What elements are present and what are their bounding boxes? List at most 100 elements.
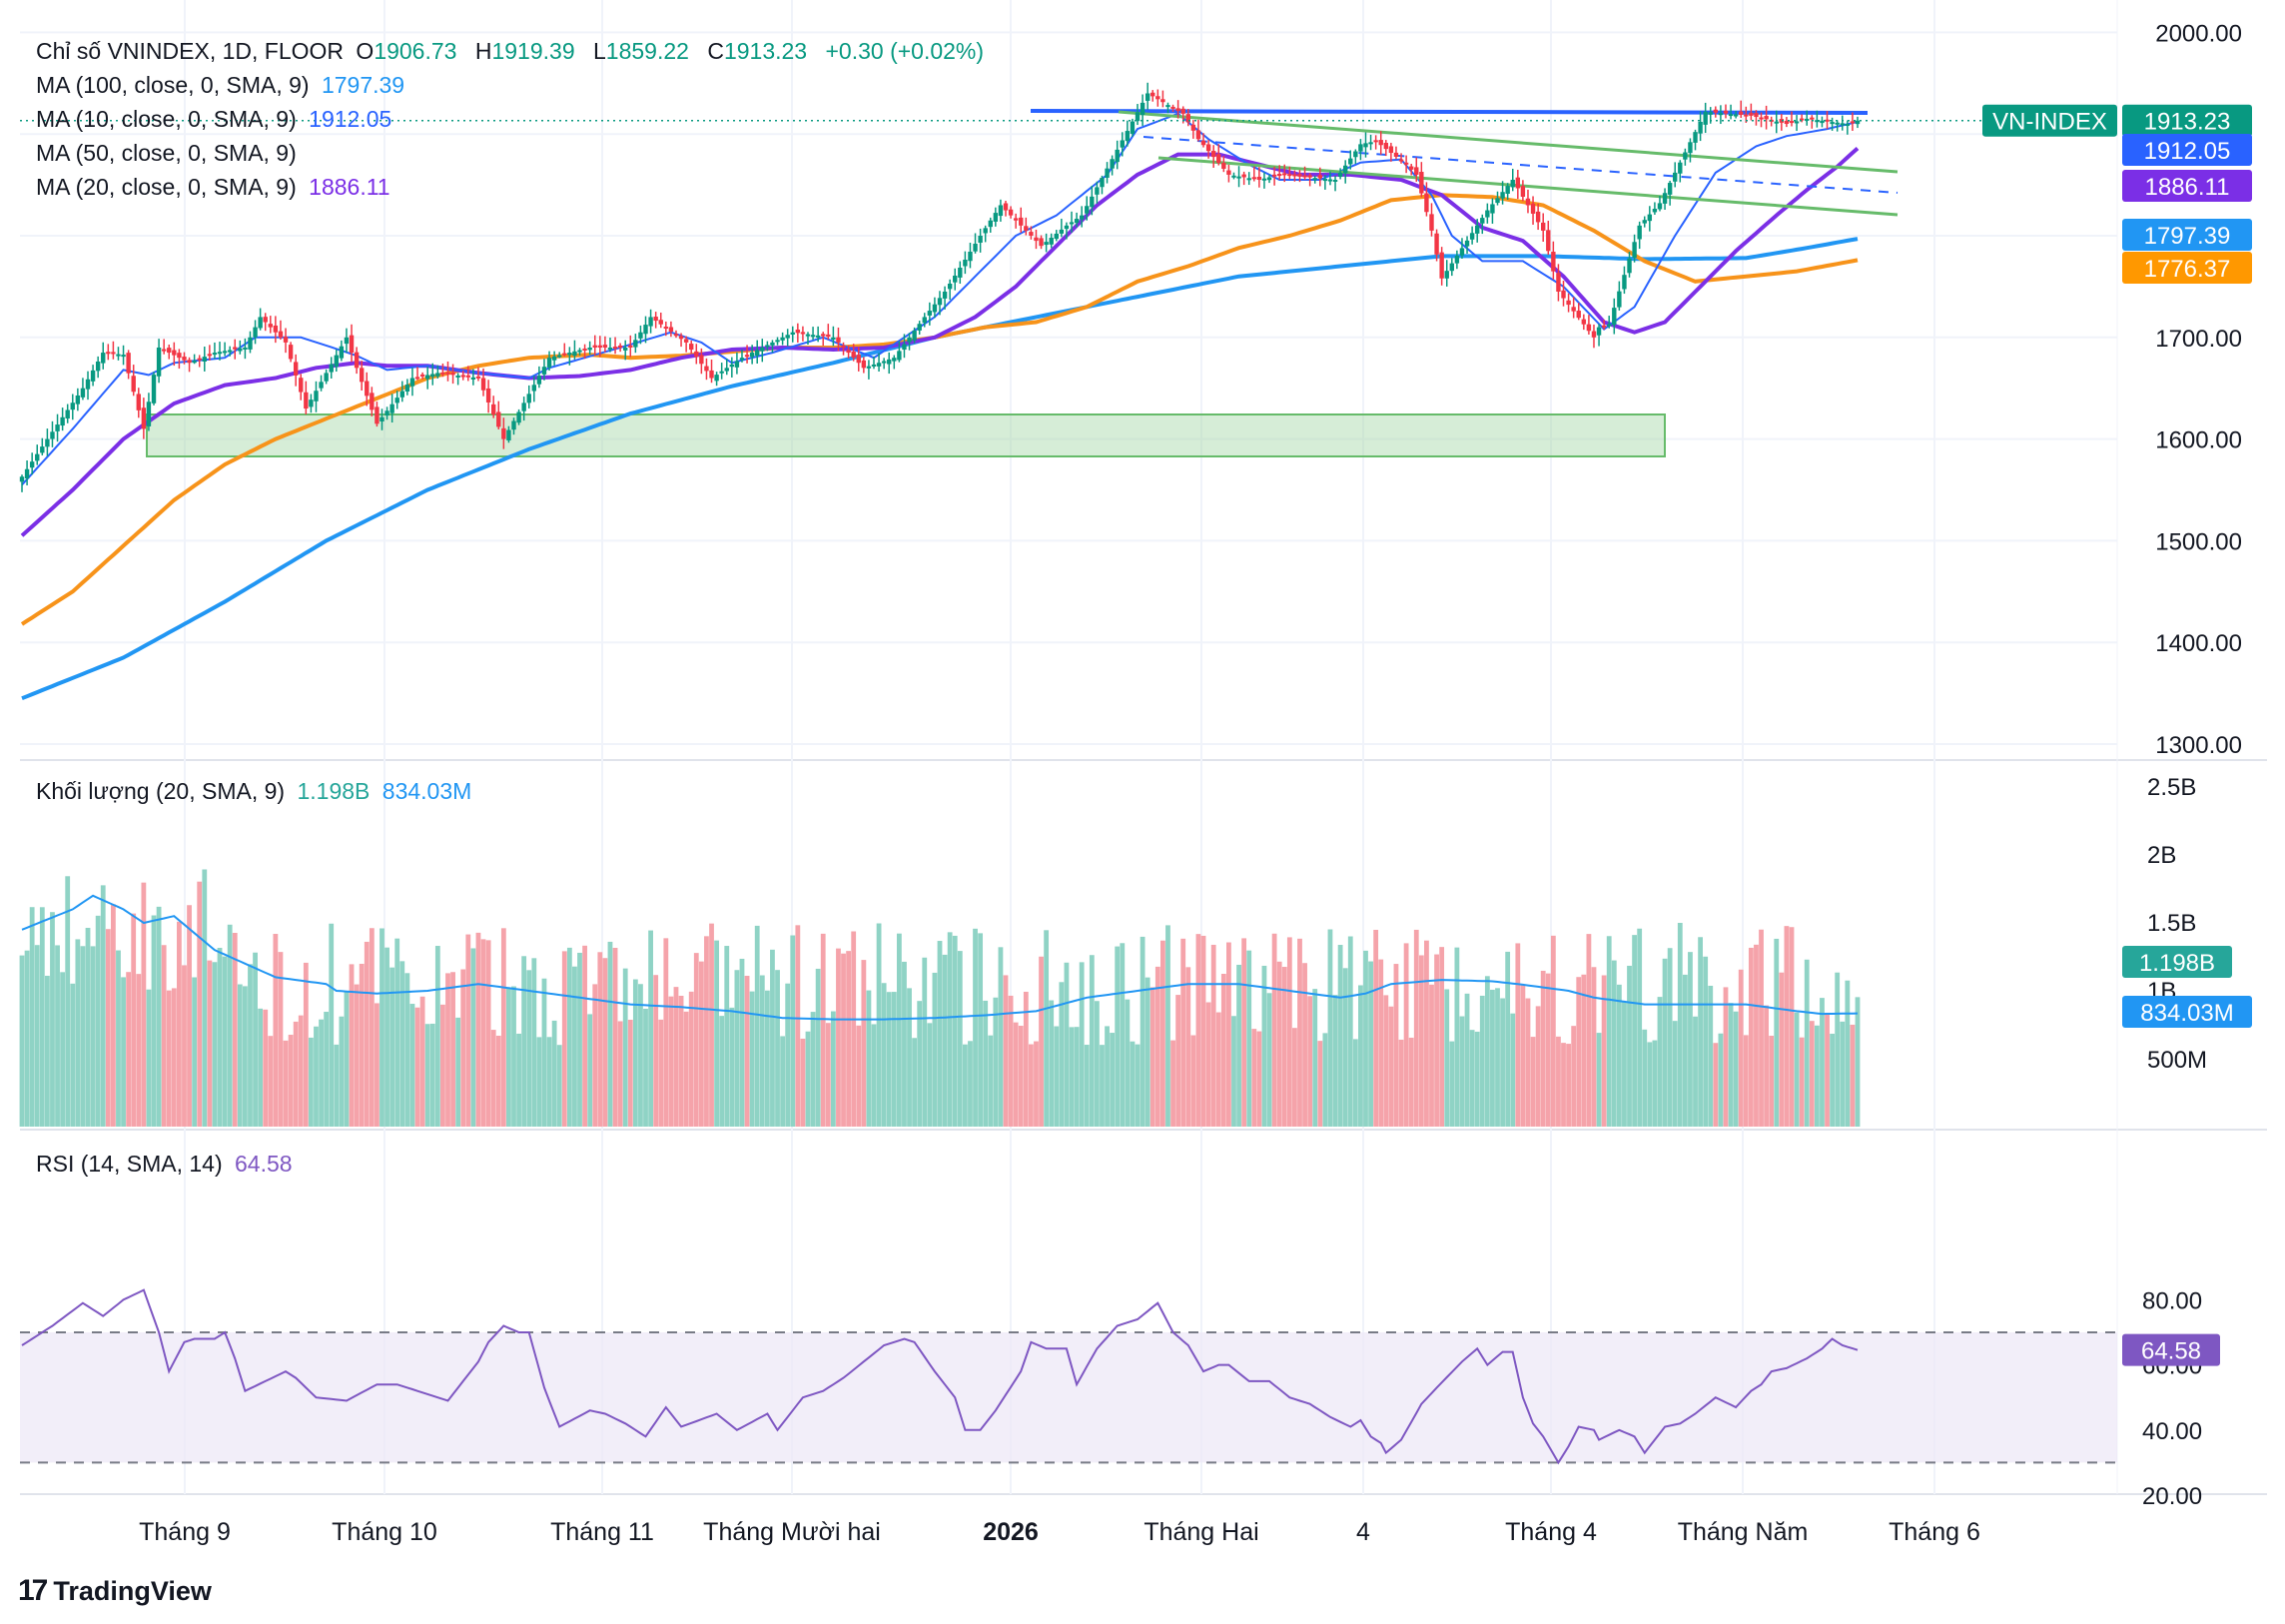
- volume-bar: [298, 1015, 304, 1127]
- candle-body: [683, 339, 689, 343]
- candle-body: [1115, 149, 1120, 163]
- volume-bar: [19, 955, 25, 1127]
- volume-bar: [258, 1008, 264, 1127]
- candle-body: [1505, 186, 1510, 194]
- volume-bar: [688, 991, 694, 1127]
- volume-bar: [1074, 1027, 1080, 1127]
- candle-body: [480, 378, 486, 391]
- volume-bar: [912, 1038, 918, 1127]
- price-tick-label: 1700.00: [2155, 326, 2242, 353]
- candle-body: [182, 357, 187, 361]
- volume-bar: [1662, 958, 1668, 1127]
- candle-body: [1439, 252, 1444, 279]
- candle-body: [161, 349, 167, 352]
- candle-body: [927, 311, 933, 316]
- candle-body: [1586, 324, 1592, 332]
- symbol-price-tag: VN-INDEX: [1982, 104, 2117, 137]
- volume-bar: [44, 975, 50, 1127]
- volume-bar: [364, 941, 370, 1127]
- volume-bar: [384, 947, 389, 1127]
- volume-bar: [475, 932, 481, 1127]
- candle-body: [881, 361, 887, 364]
- volume-bar: [29, 907, 35, 1127]
- volume-bar: [1622, 1001, 1627, 1127]
- volume-bar: [273, 934, 279, 1127]
- candle-body: [1510, 180, 1515, 188]
- tradingview-logo[interactable]: 17 TradingView: [18, 1574, 212, 1607]
- candle-body: [1591, 331, 1597, 338]
- candle-body: [1003, 203, 1009, 211]
- candle-body: [419, 374, 425, 377]
- candle-body: [1408, 166, 1414, 170]
- volume-legend[interactable]: Khối lượng (20, SMA, 9) 1.198B 834.03M: [36, 778, 472, 804]
- volume-bar: [993, 997, 999, 1127]
- candle-body: [1581, 319, 1587, 325]
- ma20-legend[interactable]: MA (20, close, 0, SMA, 9) 1886.11: [36, 174, 390, 200]
- volume-bar: [429, 1023, 435, 1127]
- volume-bar: [795, 925, 801, 1127]
- candle-body: [1398, 159, 1404, 162]
- candle-body: [648, 317, 653, 327]
- volume-bar: [293, 1021, 299, 1127]
- volume-bar: [551, 1020, 557, 1127]
- candle-body: [739, 358, 745, 361]
- volume-bar: [1256, 1031, 1262, 1127]
- volume-bar: [207, 960, 213, 1127]
- candle-body: [217, 352, 223, 355]
- candle-body: [106, 352, 111, 355]
- candle-body: [1713, 109, 1719, 113]
- candle-body: [329, 364, 334, 373]
- candle-body: [496, 411, 501, 427]
- volume-bar: [197, 881, 203, 1127]
- candle-body: [1474, 225, 1480, 234]
- volume-bar: [1814, 1025, 1820, 1127]
- candle-body: [724, 368, 729, 372]
- candle-body: [1175, 108, 1180, 111]
- volume-bar: [319, 1019, 324, 1127]
- volume-bar: [531, 958, 537, 1127]
- volume-bar: [1688, 952, 1693, 1127]
- candle-body: [293, 362, 299, 376]
- candle-body: [1723, 110, 1729, 114]
- volume-bar: [1261, 965, 1267, 1127]
- candle-body: [841, 345, 846, 348]
- rsi-legend[interactable]: RSI (14, SMA, 14) 64.58: [36, 1151, 293, 1177]
- candle-body: [1449, 263, 1455, 272]
- candle-body: [1596, 327, 1602, 336]
- volume-bar: [896, 933, 902, 1127]
- candle-body: [1434, 233, 1439, 255]
- volume-bar: [1728, 1003, 1734, 1127]
- volume-bar: [825, 1023, 831, 1127]
- volume-bar: [95, 915, 101, 1127]
- candle-body: [678, 336, 684, 340]
- candle-body: [623, 347, 628, 351]
- candle-body: [475, 376, 481, 379]
- candle-body: [1500, 192, 1505, 199]
- symbol-label[interactable]: Chỉ số VNINDEX, 1D, FLOOR: [36, 38, 345, 64]
- candle-body: [304, 392, 309, 409]
- candle-body: [1622, 275, 1627, 290]
- volume-bar: [1271, 933, 1277, 1127]
- volume-bar: [1049, 1000, 1055, 1127]
- candle-body: [826, 334, 831, 338]
- candle-body: [465, 375, 471, 378]
- ma50-legend[interactable]: MA (50, close, 0, SMA, 9): [36, 140, 297, 166]
- volume-bar: [1149, 987, 1155, 1127]
- candle-body: [1079, 215, 1085, 220]
- volume-bar: [1429, 984, 1434, 1127]
- candle-body: [1292, 174, 1297, 177]
- volume-bar: [1266, 993, 1272, 1127]
- volume-bar: [962, 1044, 968, 1127]
- candle-body: [1221, 163, 1226, 169]
- ma10-legend[interactable]: MA (10, close, 0, SMA, 9) 1912.05: [36, 106, 392, 132]
- volume-bar: [1084, 1045, 1090, 1127]
- candle-body: [897, 351, 902, 361]
- candle-body: [222, 351, 228, 354]
- candle-body: [470, 377, 476, 380]
- candle-body: [902, 344, 907, 351]
- volume-bar: [1845, 980, 1851, 1127]
- candle-body: [389, 404, 394, 413]
- candle-body: [309, 400, 314, 407]
- ma100-legend[interactable]: MA (100, close, 0, SMA, 9) 1797.39: [36, 72, 405, 98]
